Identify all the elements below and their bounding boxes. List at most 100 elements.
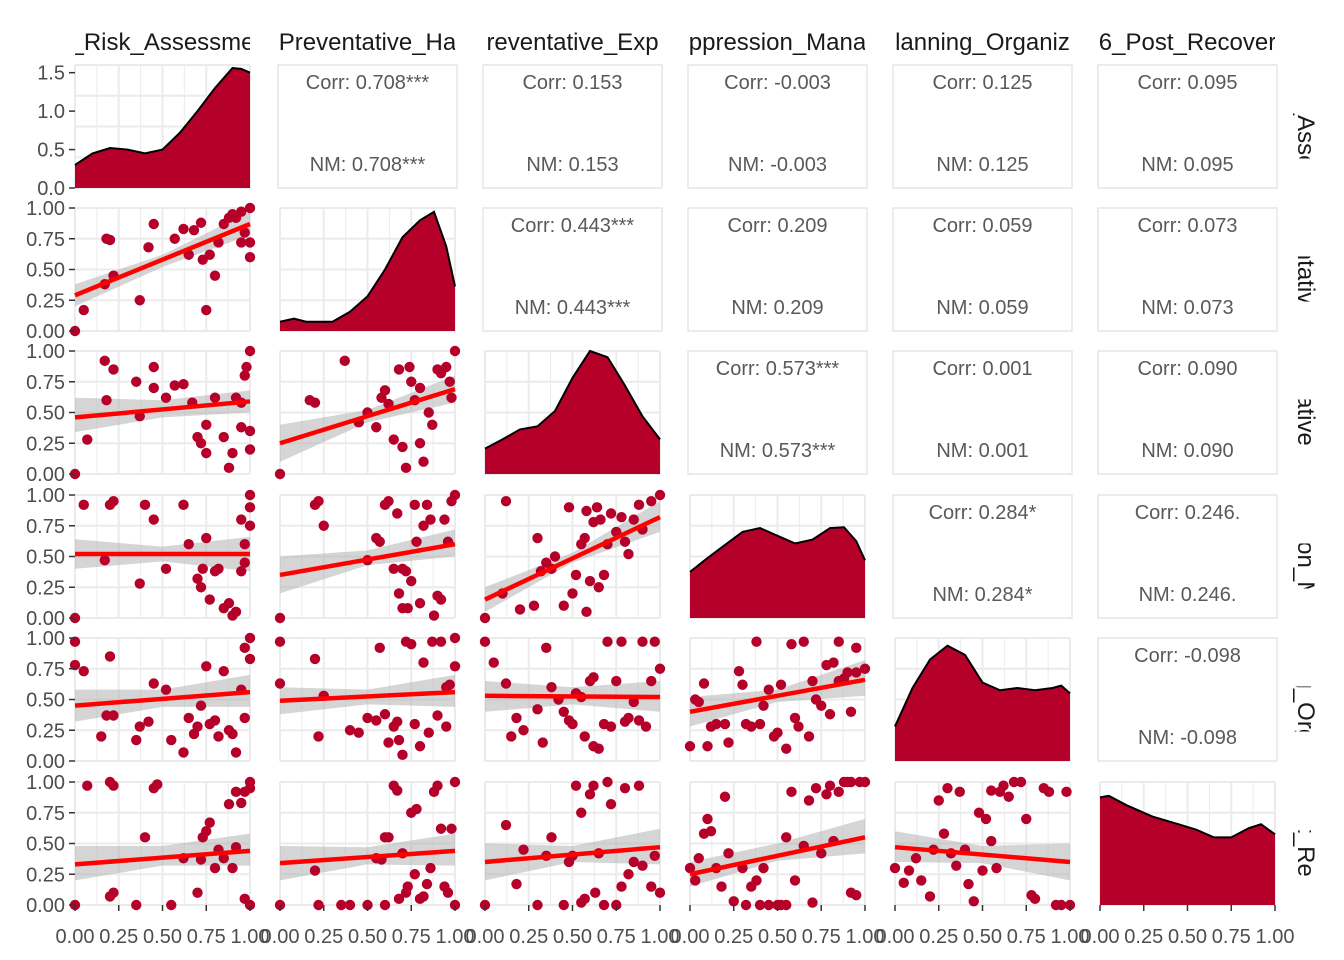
data-point: [336, 899, 347, 911]
data-point: [588, 780, 599, 791]
density-panel-1: [74, 64, 251, 189]
data-point: [1003, 791, 1014, 802]
data-point: [427, 636, 438, 647]
data-point: [654, 489, 666, 501]
data-point: [218, 431, 229, 443]
data-point: [374, 536, 385, 547]
data-point: [646, 675, 657, 687]
scatter-panel: [69, 632, 256, 762]
data-point: [567, 588, 578, 599]
y-tick-label: 0.75: [26, 803, 65, 825]
data-point: [409, 499, 420, 511]
data-point: [192, 887, 203, 898]
y-tick-label: 1.00: [26, 198, 65, 220]
data-point: [479, 612, 491, 624]
correlation-value: Corr: 0.246.: [1135, 502, 1241, 524]
data-point: [236, 514, 247, 525]
y-tick-label: 0.75: [26, 229, 65, 251]
column-label-4: ppression_Mana: [689, 29, 867, 56]
correlation-box: [482, 207, 663, 332]
data-point: [274, 612, 286, 624]
data-point: [684, 862, 696, 874]
data-point: [446, 823, 457, 834]
data-point: [388, 434, 399, 445]
column-label-2: Preventative_Ha: [279, 29, 457, 56]
data-point: [449, 345, 461, 357]
density-area: [895, 645, 1070, 761]
correlation-box: [1097, 207, 1278, 332]
data-point: [393, 893, 405, 905]
density-panel-3: [484, 349, 661, 475]
data-point: [418, 520, 429, 531]
x-tick-label: 0.25: [509, 926, 548, 948]
confidence-band: [690, 660, 865, 727]
data-point: [576, 897, 587, 908]
correlation-value: Corr: 0.443***: [511, 215, 635, 237]
data-point: [99, 554, 110, 566]
data-point: [274, 468, 286, 480]
y-tick-label: 0.75: [26, 516, 65, 538]
y-tick-label: 0.00: [26, 895, 65, 917]
y-tick-label: 1.00: [26, 772, 65, 794]
data-point: [602, 776, 613, 788]
data-point: [954, 786, 965, 798]
x-tick-label: 0.50: [553, 926, 592, 948]
x-tick-label: 1.00: [1256, 926, 1295, 948]
data-point: [898, 877, 909, 889]
row-label-5: ning_Orga: [1292, 643, 1319, 756]
data-point: [78, 304, 89, 316]
data-point: [425, 862, 436, 874]
data-point: [598, 569, 610, 581]
data-point: [227, 728, 238, 740]
data-point: [968, 896, 979, 907]
data-point: [204, 594, 215, 605]
data-point: [828, 657, 839, 668]
data-point: [418, 891, 429, 902]
data-point: [588, 672, 599, 683]
data-point: [716, 881, 727, 892]
data-point: [781, 899, 792, 911]
scatter-panel: [274, 489, 461, 624]
data-point: [104, 651, 116, 662]
data-point: [402, 602, 413, 614]
y-tick-label: 0.25: [26, 433, 65, 455]
data-point: [244, 502, 256, 513]
data-point: [570, 780, 582, 791]
data-point: [244, 653, 256, 665]
x-tick-label: 0.50: [1168, 926, 1207, 948]
data-point: [82, 780, 93, 791]
data-point: [236, 422, 247, 433]
correlation-nm-value: NM: 0.246.: [1139, 584, 1237, 606]
data-point: [933, 795, 944, 806]
data-point: [640, 721, 652, 732]
data-point: [148, 361, 159, 373]
data-point: [591, 502, 603, 513]
data-point: [236, 566, 247, 577]
data-point: [991, 862, 1002, 874]
data-point: [616, 881, 627, 892]
y-tick-label: 1.5: [37, 63, 65, 85]
data-point: [623, 869, 634, 880]
x-tick-label: 0.00: [466, 926, 505, 948]
data-point: [143, 242, 154, 253]
data-point: [195, 438, 207, 449]
scatter-panel: [274, 345, 461, 480]
regression-line: [279, 848, 456, 866]
data-point: [1043, 786, 1055, 798]
data-point: [213, 731, 224, 742]
regression-line: [279, 541, 456, 578]
data-point: [178, 747, 189, 758]
data-point: [924, 891, 936, 902]
x-tick-label: 0.25: [714, 926, 753, 948]
scatter-panel: [479, 489, 666, 624]
row-label-4: ession_Ma: [1292, 498, 1319, 615]
data-point: [698, 678, 710, 689]
data-point: [532, 704, 543, 715]
data-point: [409, 869, 420, 880]
data-point: [392, 785, 403, 796]
data-point: [500, 495, 512, 507]
x-tick-label: 1.00: [436, 926, 475, 948]
data-point: [139, 499, 151, 511]
data-point: [201, 447, 212, 459]
